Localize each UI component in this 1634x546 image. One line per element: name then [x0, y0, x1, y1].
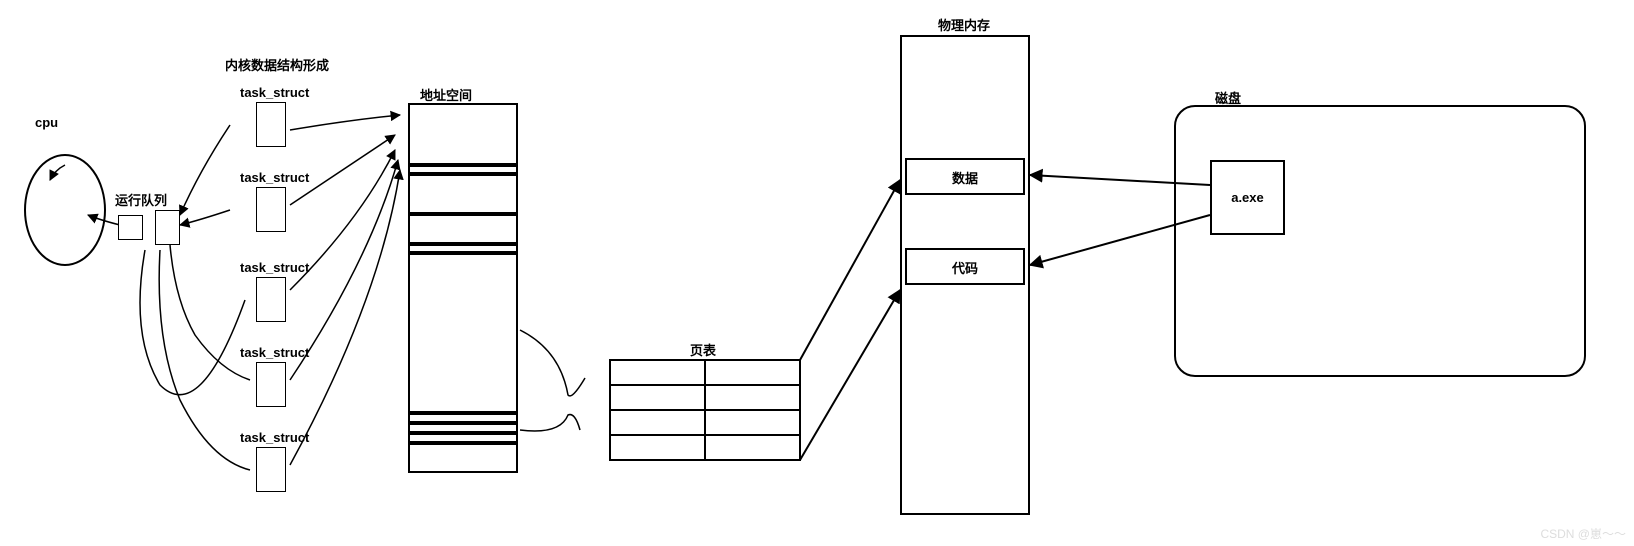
addr-space-label: 地址空间 [420, 85, 472, 104]
run-queue-box-2 [155, 210, 180, 245]
addr-space-row [408, 423, 518, 433]
addr-space-row [408, 214, 518, 244]
data-seg-label: 数据 [907, 160, 1023, 187]
watermark: CSDN @崽～～ [1540, 525, 1626, 542]
task-struct-label-2: task_struct [240, 170, 309, 185]
data-seg-box: 数据 [905, 158, 1025, 195]
addr-space-row [408, 103, 518, 165]
addr-space-row [408, 433, 518, 443]
task-struct-label-3: task_struct [240, 260, 309, 275]
addr-space-row [408, 253, 518, 413]
addr-space-row [408, 174, 518, 214]
task-struct-label-1: task_struct [240, 85, 309, 100]
task-struct-box-1 [256, 102, 286, 147]
page-table [610, 360, 800, 460]
run-queue-box-1 [118, 215, 143, 240]
task-struct-box-5 [256, 447, 286, 492]
run-queue-label: 运行队列 [115, 190, 167, 209]
disk-outer-box [1175, 106, 1585, 376]
disk-label: 磁盘 [1215, 88, 1241, 107]
addr-space-row [408, 165, 518, 174]
task-struct-box-2 [256, 187, 286, 232]
task-struct-label-5: task_struct [240, 430, 309, 445]
kernel-struct-label: 内核数据结构形成 [225, 55, 329, 74]
code-seg-box: 代码 [905, 248, 1025, 285]
cpu-label: cpu [35, 115, 58, 130]
addr-space-row [408, 413, 518, 423]
aexe-label: a.exe [1212, 162, 1283, 205]
task-struct-box-3 [256, 277, 286, 322]
code-seg-label: 代码 [907, 250, 1023, 277]
addr-space-row [408, 244, 518, 253]
task-struct-box-4 [256, 362, 286, 407]
phys-mem-label: 物理内存 [938, 15, 990, 34]
aexe-box: a.exe [1210, 160, 1285, 235]
cpu-ellipse [25, 155, 105, 265]
addr-space-row [408, 443, 518, 473]
task-struct-label-4: task_struct [240, 345, 309, 360]
page-table-label: 页表 [690, 340, 716, 359]
